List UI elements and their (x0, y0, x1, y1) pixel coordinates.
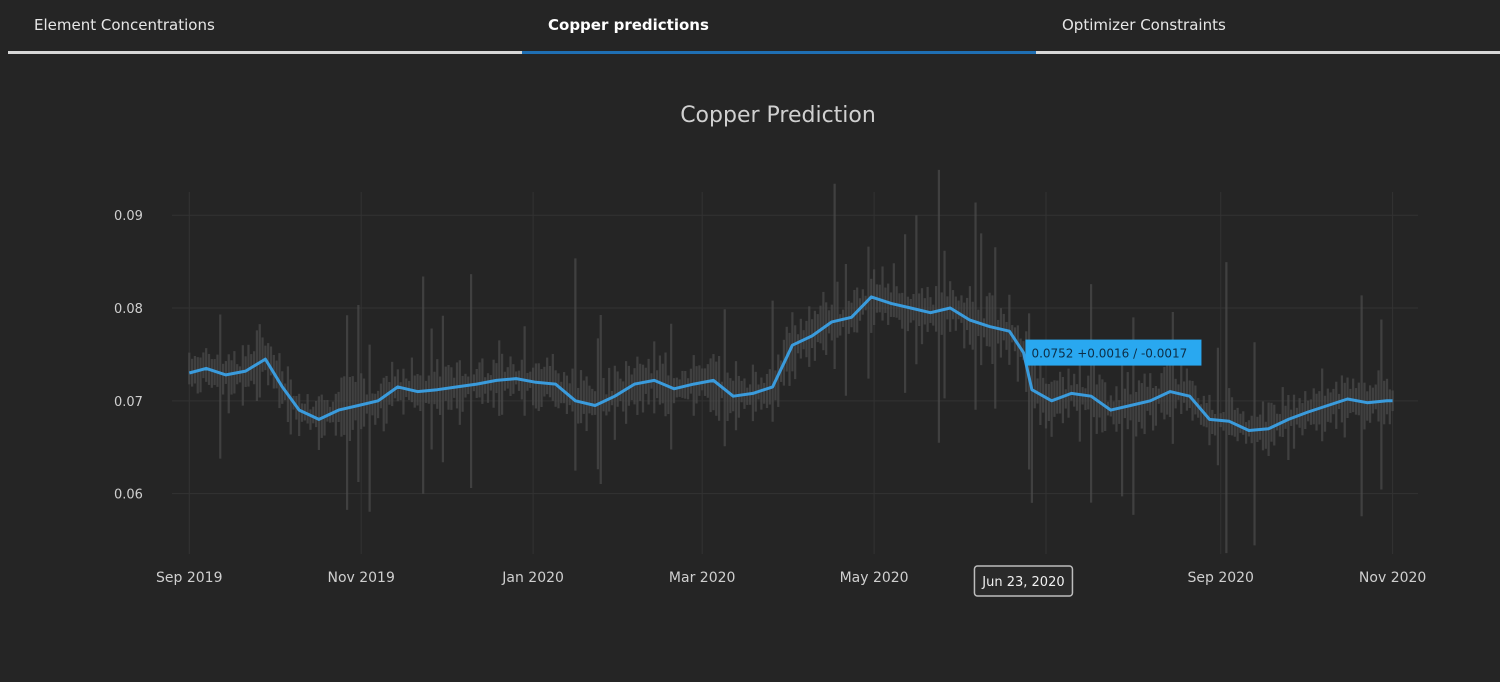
hover-tooltip: 0.0752 +0.0016 / -0.0017 Jun 23, 2020 (973, 339, 1202, 597)
x-tick-label: Nov 2019 (327, 570, 394, 586)
chart-title: Copper Prediction (680, 103, 876, 128)
y-tick-label: 0.07 (114, 395, 143, 410)
prediction-line[interactable] (188, 295, 1393, 432)
uncertainty-band (188, 169, 1394, 554)
y-tick-label: 0.09 (114, 209, 143, 224)
tab-optimizer-constraints-underline (1036, 51, 1500, 54)
y-axis: 0.06 0.07 0.08 0.09 (114, 209, 143, 502)
tab-bar: Element Concentrations Copper prediction… (8, 0, 1500, 54)
copper-prediction-chart[interactable]: Copper Prediction 0.06 0.07 0.08 0.09 Sep 2… (0, 60, 1500, 682)
tab-copper-predictions[interactable]: Copper predictions (522, 0, 1036, 54)
x-tick-label: Mar 2020 (669, 570, 736, 586)
chart-container: Copper Prediction 0.06 0.07 0.08 0.09 Sep 2… (0, 60, 1500, 682)
hover-date-label: Jun 23, 2020 (981, 575, 1064, 590)
tab-copper-predictions-label: Copper predictions (548, 16, 709, 34)
tab-optimizer-constraints-label: Optimizer Constraints (1062, 16, 1226, 34)
tab-copper-predictions-underline (522, 51, 1036, 54)
series-layer (188, 295, 1393, 432)
x-tick-label: Sep 2020 (1187, 570, 1253, 586)
tab-element-concentrations[interactable]: Element Concentrations (8, 0, 522, 54)
x-tick-label: May 2020 (840, 570, 909, 586)
tab-element-concentrations-label: Element Concentrations (34, 16, 215, 34)
tab-optimizer-constraints[interactable]: Optimizer Constraints (1036, 0, 1500, 54)
y-tick-label: 0.06 (114, 488, 143, 503)
y-tick-label: 0.08 (114, 302, 143, 317)
hover-value-box (1025, 339, 1202, 366)
x-axis: Sep 2019 Nov 2019 Jan 2020 Mar 2020 May 2020… (156, 570, 1426, 586)
hover-date-box (973, 565, 1074, 597)
x-tick-label: Jan 2020 (501, 570, 564, 586)
tab-element-concentrations-underline (8, 51, 522, 54)
hover-value-label: 0.0752 +0.0016 / -0.0017 (1031, 347, 1187, 361)
x-tick-label: Nov 2020 (1359, 570, 1426, 586)
x-tick-label: Sep 2019 (156, 570, 222, 586)
